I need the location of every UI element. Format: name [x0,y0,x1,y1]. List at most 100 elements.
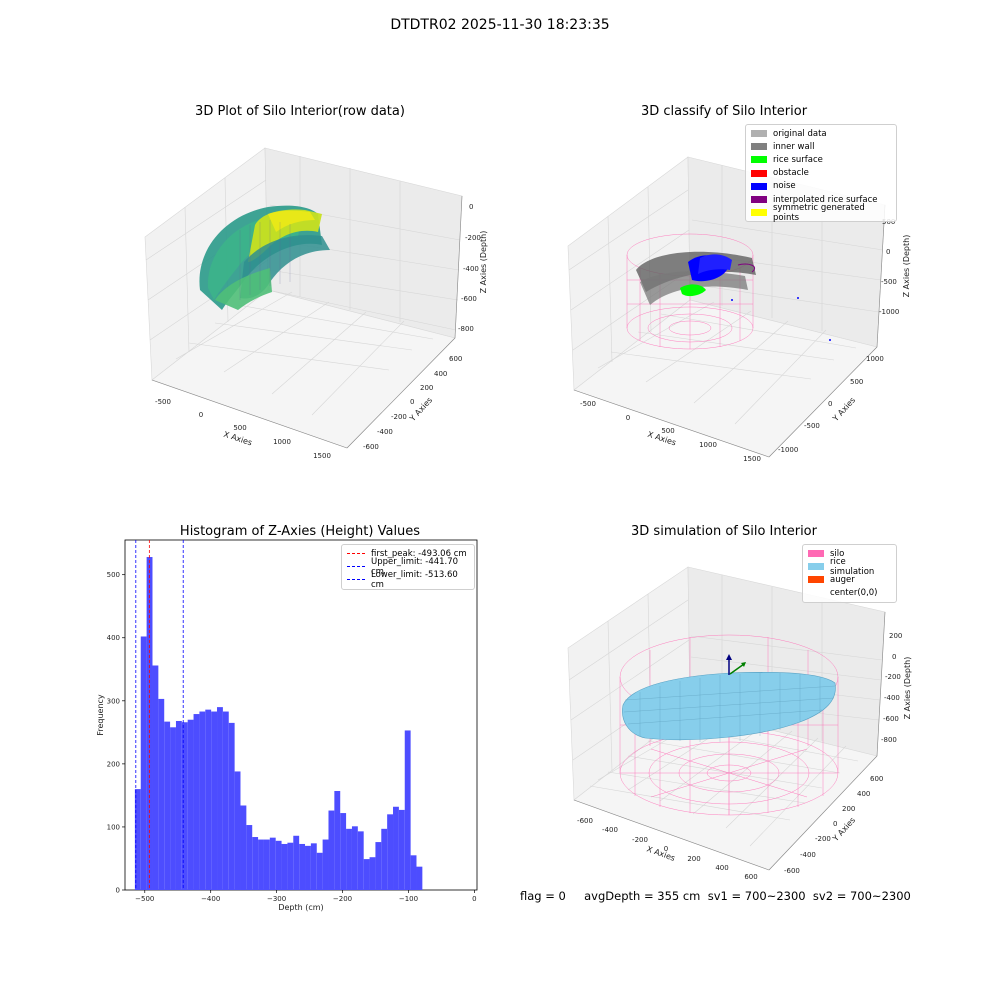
histogram-bar [357,831,364,890]
plot1-ztick-3: -600 [461,295,477,303]
histogram-bar [269,837,276,890]
histogram-bar [217,707,223,890]
histogram-xtick-label: −500 [135,895,154,903]
swatch-inner-wall [751,143,767,151]
plot4-title: 3D simulation of Silo Interior [631,524,817,539]
histogram-bar [170,727,176,890]
histogram-bar [158,698,165,890]
plot4-ztick-3: -400 [884,694,900,702]
histogram-bar [140,636,147,890]
histogram-bar [328,810,335,890]
histogram-bar [398,809,405,890]
plot2-legend: original data inner wall rice surface ob… [745,124,897,223]
histogram-bar [175,720,182,890]
histogram-bar [211,711,218,890]
legend-upper-limit: Upper_limit: -441.70 cm [347,557,469,577]
plot2-ylabel: Y Axies [830,396,857,424]
plot2-ztick-1: 0 [886,248,890,256]
histogram-bar [363,859,370,890]
histogram-xtick-label: 0 [472,895,476,903]
histogram-bar [346,828,352,890]
plot4-xtick-0: -600 [577,817,593,825]
swatch-interpolated [751,196,767,204]
plot4-ztick-1: 0 [892,653,896,661]
histogram-bar [393,806,399,890]
histogram-bar [240,805,247,890]
line-first-peak [347,553,365,555]
legend-first-peak: first_peak: -493.06 cm [347,547,469,560]
figure-title: DTDTR02 2025-11-30 18:23:35 [390,17,610,33]
plot4-tick-labels: -600 -400 -200 0 200 400 600 600 400 200… [577,632,902,881]
plot4-silo-wireframe [619,634,839,816]
histogram-ylabel: Frequency [96,694,105,736]
histogram-x-ticks: −500 −400 −300 −200 −100 0 [135,890,477,903]
plot1-zlabel: Z Axies (Depth) [479,231,488,294]
histogram-bar [351,826,358,890]
legend-silo: silo [808,547,891,560]
plot4-legend: silo rice simulation auger center(0,0) [802,544,897,603]
plot4-xtick-1: -400 [602,826,618,834]
legend-lower-limit: Lower_limit: -513.60 cm [347,570,469,590]
swatch-auger [808,576,824,584]
histogram-bar [234,771,241,890]
histogram-bar [410,855,417,890]
plot1-ztick-1: -200 [465,234,481,242]
swatch-rice-surface [751,156,767,164]
plot1-tick-labels: -500 0 500 1000 1500 600 400 200 0 -200 … [155,203,481,460]
line-upper-limit [347,566,365,568]
plot4-auger [726,654,746,675]
plot4-ztick-5: -800 [881,736,897,744]
plot4-ztick-2: -200 [885,673,901,681]
histogram-bar [246,825,253,890]
histogram-title: Histogram of Z-Axies (Height) Values [179,524,421,539]
legend-auger: auger [808,573,891,586]
plot1-ztick-4: -800 [458,325,474,333]
legend-symmetric: symmetric generated points [751,203,891,223]
histogram-legend: first_peak: -493.06 cm Upper_limit: -441… [341,544,475,590]
histogram-bar [228,722,235,890]
plot1-xtick-4: 1500 [313,452,331,460]
plot2-xtick-2: 500 [661,427,674,435]
histogram-bar [181,722,188,890]
histogram-bar [222,711,229,890]
histogram-bar [305,845,311,890]
plot2-xtick-3: 1000 [699,441,717,449]
plot4-ytick-2: 200 [842,805,855,813]
status-line: flag = 0 avgDepth = 355 cm sv1 = 700~230… [520,889,911,903]
legend-rice-surface: rice surface [751,153,891,166]
plot4-ytick-3: 0 [833,820,837,828]
plot1-point-cloud [199,205,330,310]
legend-inner-wall: inner wall [751,140,891,153]
swatch-rice-simulation [808,563,824,571]
histogram-bar [322,839,329,890]
plot1-ztick-2: -400 [463,265,479,273]
histogram-bar [152,665,159,890]
plot4-rice-surface [622,672,836,742]
plot4-xtick-6: 600 [744,873,757,881]
histogram-bar [310,843,317,890]
plot2-ztick-2: -500 [881,278,897,286]
plot2-xtick-0: -500 [580,400,596,408]
histogram-ytick-label: 500 [107,571,120,579]
histogram-bar [381,828,388,890]
plot4-ytick-4: -200 [815,835,831,843]
plot4-xlabel: X Axies [645,844,676,863]
histogram-xtick-label: −300 [267,895,286,903]
histogram-bar [281,843,288,890]
plot1-xtick-1: 0 [199,411,203,419]
histogram-y-ticks: 0 100 200 300 400 500 [107,571,125,895]
histogram-bar [146,557,153,890]
histogram-ytick-label: 100 [107,823,120,831]
histogram-bar [205,709,212,890]
histogram-bar [258,839,264,890]
plot1-xtick-3: 1000 [273,438,291,446]
plot4-ytick-0: 600 [870,775,883,783]
histogram-bar [134,789,141,890]
legend-rice-simulation: rice simulation [808,557,891,577]
plot4-zlabel: Z Axies (Depth) [903,657,912,720]
plot2-zlabel: Z Axies (Depth) [902,235,911,298]
legend-original-data: original data [751,127,891,140]
histogram-bar [252,837,259,890]
plot1-ytick-6: -600 [363,443,379,451]
